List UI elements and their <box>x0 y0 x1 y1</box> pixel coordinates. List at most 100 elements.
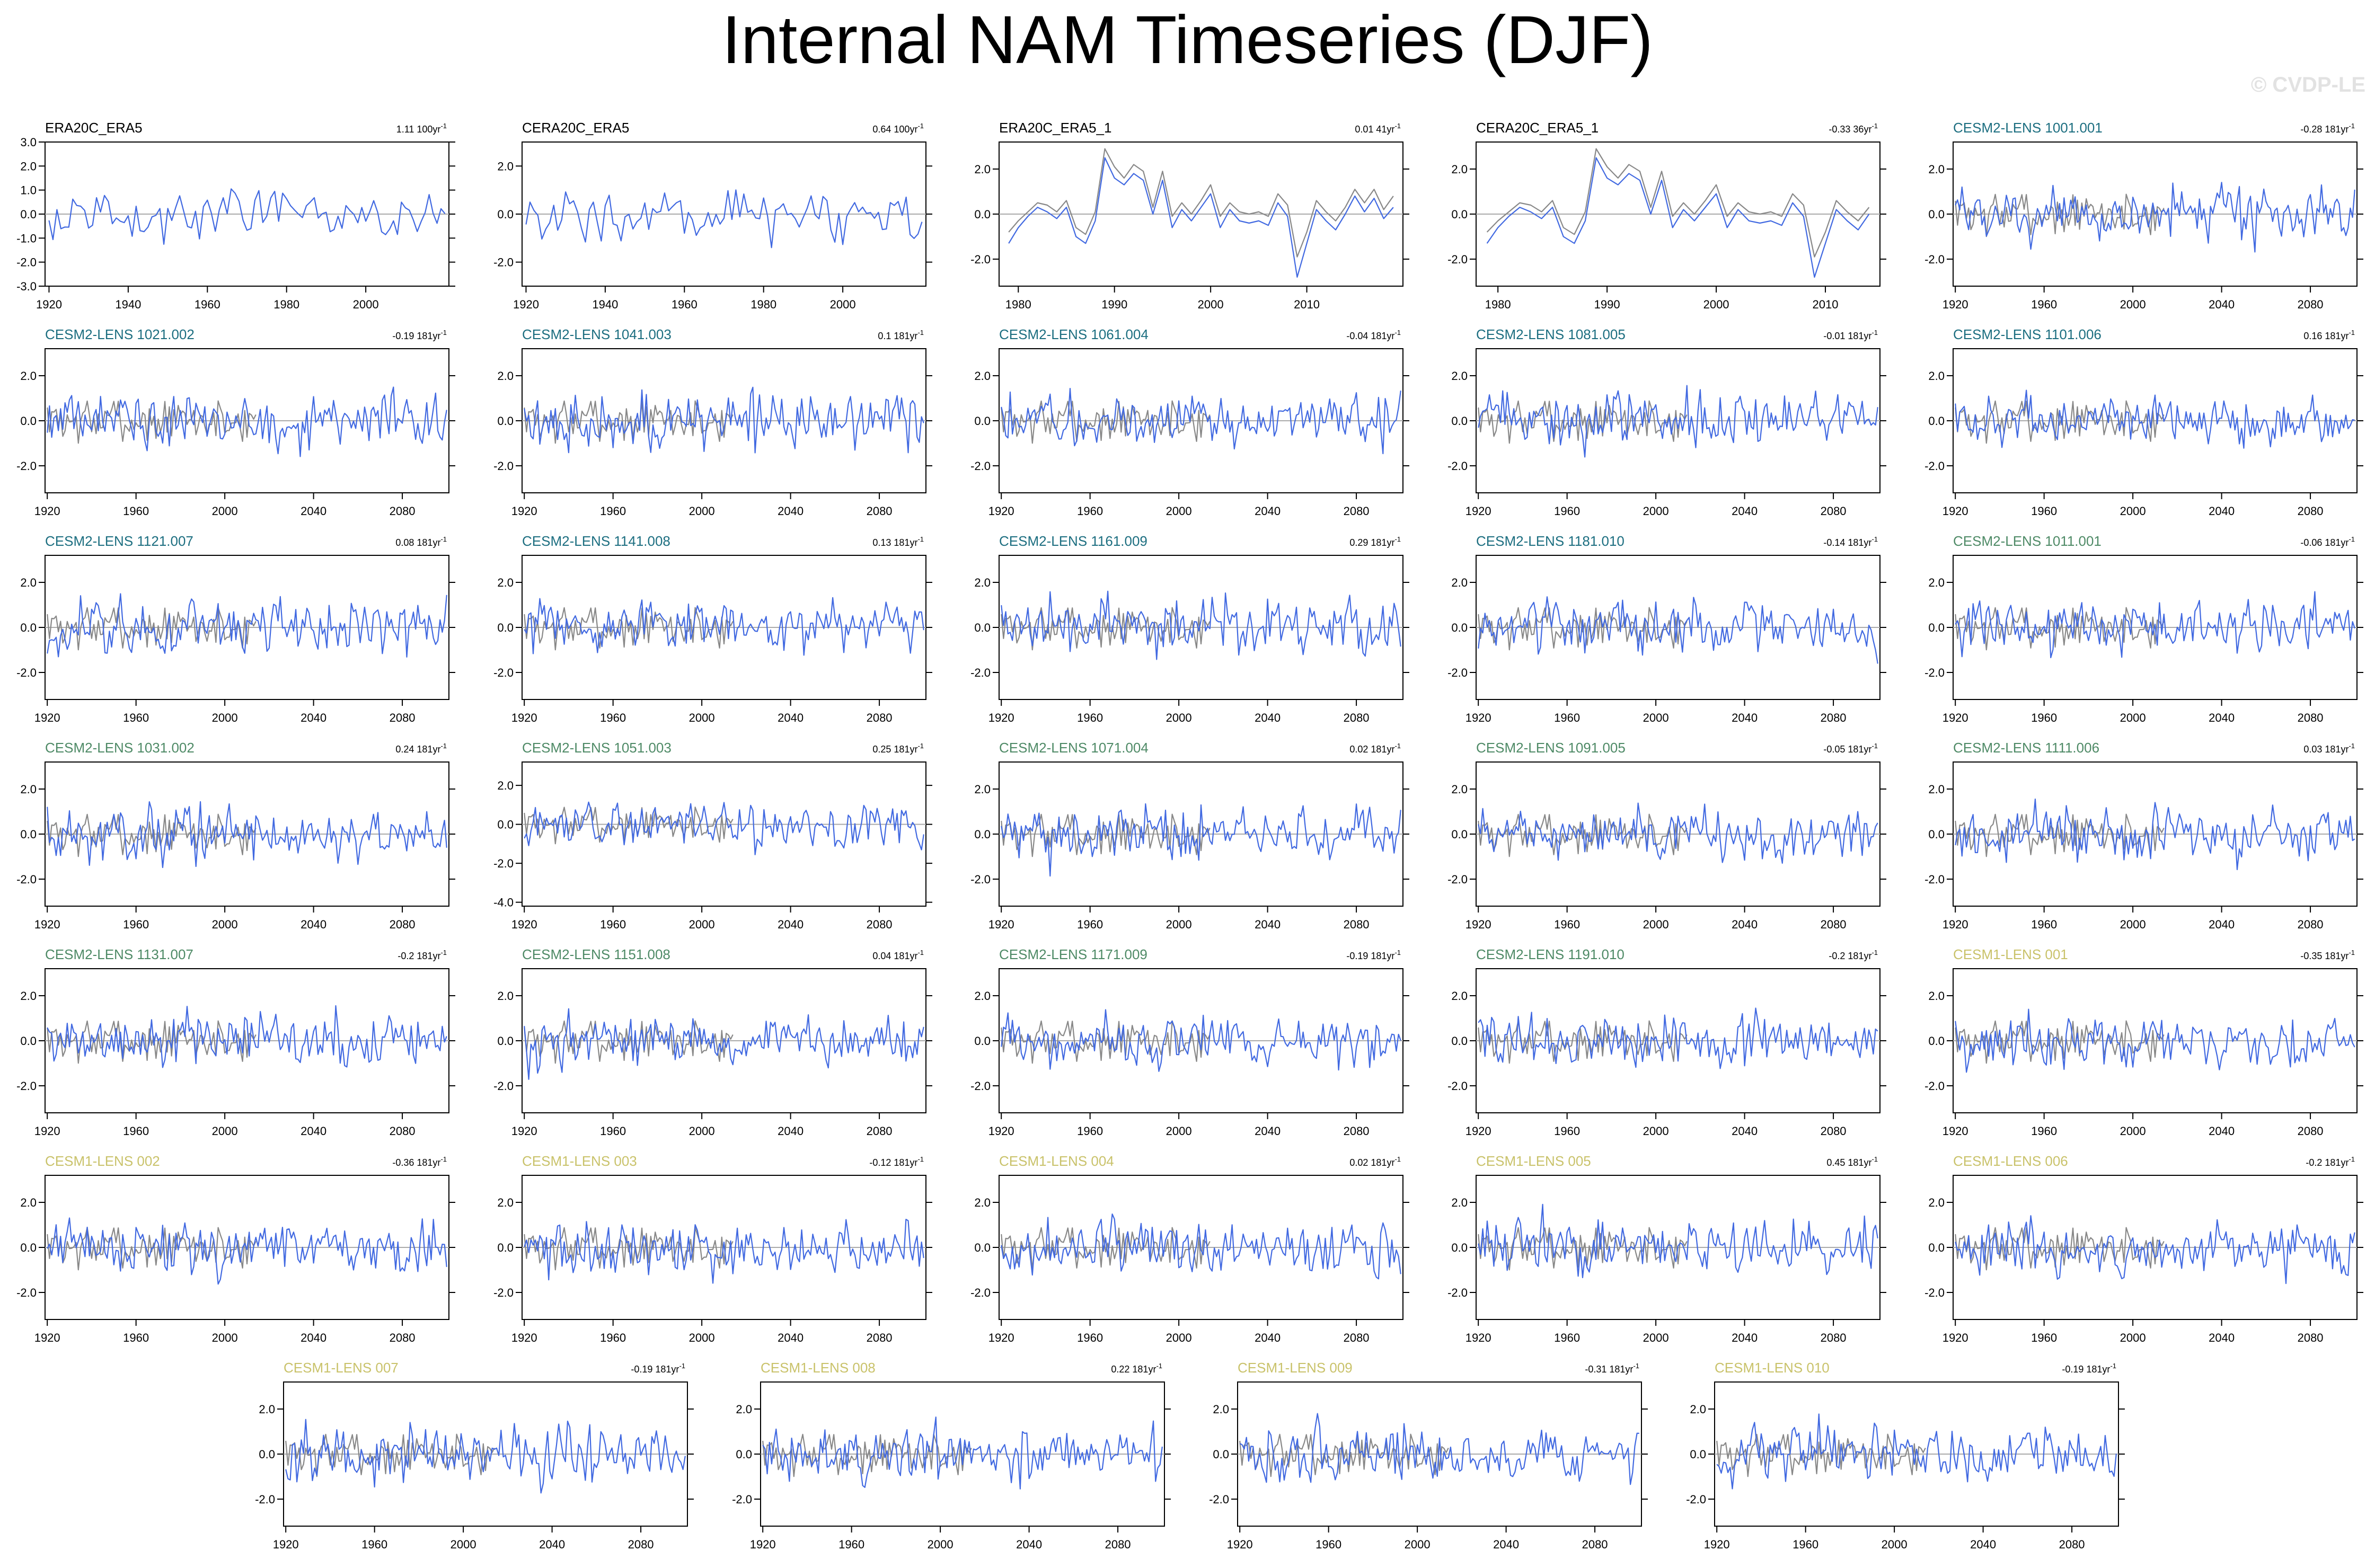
series-line <box>1955 1008 2355 1073</box>
y-tick-label: 0.0 <box>497 621 514 634</box>
y-tick-label: 0.0 <box>20 208 37 221</box>
series-line <box>762 1416 1163 1490</box>
panel-title: CESM2-LENS 1121.007 <box>45 533 193 549</box>
panel-title: CESM1-LENS 010 <box>1715 1360 1830 1376</box>
panel-trend: 0.04 181yr-1 <box>872 949 924 961</box>
series-line <box>1955 182 2355 253</box>
x-tick-label: 2000 <box>2120 1331 2146 1344</box>
x-tick-label: 2010 <box>1813 298 1839 311</box>
x-tick-label: 1960 <box>123 1331 149 1344</box>
y-tick-label: -2.0 <box>493 1079 514 1093</box>
x-tick-label: 1920 <box>1943 1124 1968 1138</box>
y-tick-label: 3.0 <box>20 136 37 149</box>
series-line <box>47 593 447 658</box>
x-tick-label: 2040 <box>301 1124 326 1138</box>
chart-panel: CESM1-LENS 010 -0.19 181yr-1 2.0 0.0 -2.0 192… <box>1686 1360 2125 1551</box>
panel-trend: -0.05 181yr-1 <box>1823 742 1878 755</box>
panel-trend: -0.2 181yr-1 <box>1829 949 1878 961</box>
x-tick-label: 1960 <box>600 711 626 724</box>
x-tick-label: 1920 <box>1465 504 1491 518</box>
x-tick-label: 2000 <box>1166 918 1192 931</box>
x-tick-label: 1960 <box>1077 918 1103 931</box>
series-line <box>47 801 447 869</box>
y-tick-label: -2.0 <box>970 666 991 679</box>
x-tick-label: 2040 <box>1255 918 1281 931</box>
x-tick-label: 2040 <box>301 504 326 518</box>
x-tick-label: 2040 <box>1493 1538 1519 1551</box>
y-tick-label: 2.0 <box>497 576 514 589</box>
x-tick-label: 2000 <box>353 298 379 311</box>
y-tick-label: -2.0 <box>1924 459 1945 473</box>
panel-title: CESM1-LENS 009 <box>1238 1360 1353 1376</box>
x-tick-label: 2040 <box>1732 711 1758 724</box>
chart-panel: CESM2-LENS 1151.008 0.04 181yr-1 2.0 0.0 -2.… <box>493 946 932 1138</box>
panel-trend: 0.02 181yr-1 <box>1349 1155 1401 1168</box>
x-tick-label: 1960 <box>1077 504 1103 518</box>
panel-trend: -0.28 181yr-1 <box>2300 122 2355 135</box>
x-tick-label: 2000 <box>1166 711 1192 724</box>
y-tick-label: 0.0 <box>1928 1241 1945 1254</box>
x-tick-label: 2000 <box>1405 1538 1431 1551</box>
y-tick-label: 2.0 <box>497 1196 514 1209</box>
y-tick-label: -2.0 <box>970 1079 991 1093</box>
y-tick-label: 2.0 <box>20 576 37 589</box>
y-tick-label: 0.0 <box>1690 1448 1706 1461</box>
x-tick-label: 2040 <box>1732 918 1758 931</box>
plot-frame <box>522 761 926 907</box>
series-line <box>1955 1227 2165 1271</box>
x-tick-label: 2000 <box>1703 298 1729 311</box>
x-tick-label: 2080 <box>2298 1331 2324 1344</box>
series-line <box>1955 591 2355 659</box>
y-tick-label: -2.0 <box>970 1286 991 1299</box>
x-tick-label: 1960 <box>1077 1124 1103 1138</box>
x-tick-label: 2000 <box>689 504 715 518</box>
panel-title: CESM1-LENS 005 <box>1476 1153 1591 1169</box>
x-tick-label: 2040 <box>778 504 804 518</box>
x-tick-label: 1920 <box>1704 1538 1730 1551</box>
series-line <box>1008 148 1394 258</box>
series-line <box>1478 385 1878 458</box>
series-line <box>524 597 924 656</box>
chart-panel: CESM1-LENS 002 -0.36 181yr-1 2.0 0.0 -2.0 192… <box>16 1153 455 1344</box>
series-line <box>47 386 447 457</box>
panel-title: CESM1-LENS 004 <box>999 1153 1114 1169</box>
y-tick-label: -2.0 <box>1447 666 1468 679</box>
panel-title: CESM2-LENS 1151.008 <box>522 946 670 962</box>
x-tick-label: 1920 <box>1943 504 1968 518</box>
panel-trend: -0.35 181yr-1 <box>2300 949 2355 961</box>
x-tick-label: 1920 <box>511 711 537 724</box>
panel-title: CESM2-LENS 1131.007 <box>45 946 193 962</box>
x-tick-label: 2040 <box>2209 1331 2235 1344</box>
y-tick-label: 0.0 <box>1451 208 1468 221</box>
y-tick-label: 0.0 <box>20 1241 37 1254</box>
x-tick-label: 1960 <box>123 711 149 724</box>
panel-title: CESM2-LENS 1111.006 <box>1953 740 2099 756</box>
chart-panel: CESM1-LENS 006 -0.2 181yr-1 2.0 0.0 -2.0 1920… <box>1924 1153 2363 1344</box>
x-tick-label: 2080 <box>867 1331 893 1344</box>
y-tick-label: 0.0 <box>1213 1448 1229 1461</box>
x-tick-label: 2080 <box>1582 1538 1608 1551</box>
y-tick-label: -2.0 <box>255 1493 275 1506</box>
chart-panel: CESM2-LENS 1101.006 0.16 181yr-1 2.0 0.0 -2.… <box>1924 326 2363 518</box>
x-tick-label: 1960 <box>1554 504 1580 518</box>
x-tick-label: 1960 <box>1315 1538 1341 1551</box>
x-tick-label: 2040 <box>2209 298 2235 311</box>
x-tick-label: 2040 <box>2209 504 2235 518</box>
panel-trend: 0.02 181yr-1 <box>1349 742 1401 755</box>
chart-panel: CESM2-LENS 1111.006 0.03 181yr-1 2.0 0.0 -2.… <box>1924 740 2363 931</box>
panel-title: CESM2-LENS 1191.010 <box>1476 946 1624 962</box>
series-line <box>524 1008 924 1080</box>
x-tick-label: 1920 <box>988 1124 1014 1138</box>
x-tick-label: 2000 <box>689 1124 715 1138</box>
x-tick-label: 1960 <box>600 504 626 518</box>
x-tick-label: 1920 <box>34 711 60 724</box>
series-line <box>47 400 257 444</box>
y-tick-label: 0.0 <box>1928 828 1945 841</box>
series-line <box>524 400 734 444</box>
series-line <box>1008 157 1394 278</box>
x-tick-label: 1920 <box>988 918 1014 931</box>
y-tick-label: -2.0 <box>1924 873 1945 886</box>
y-tick-label: 0.0 <box>974 414 991 428</box>
y-tick-label: -2.0 <box>16 873 37 886</box>
